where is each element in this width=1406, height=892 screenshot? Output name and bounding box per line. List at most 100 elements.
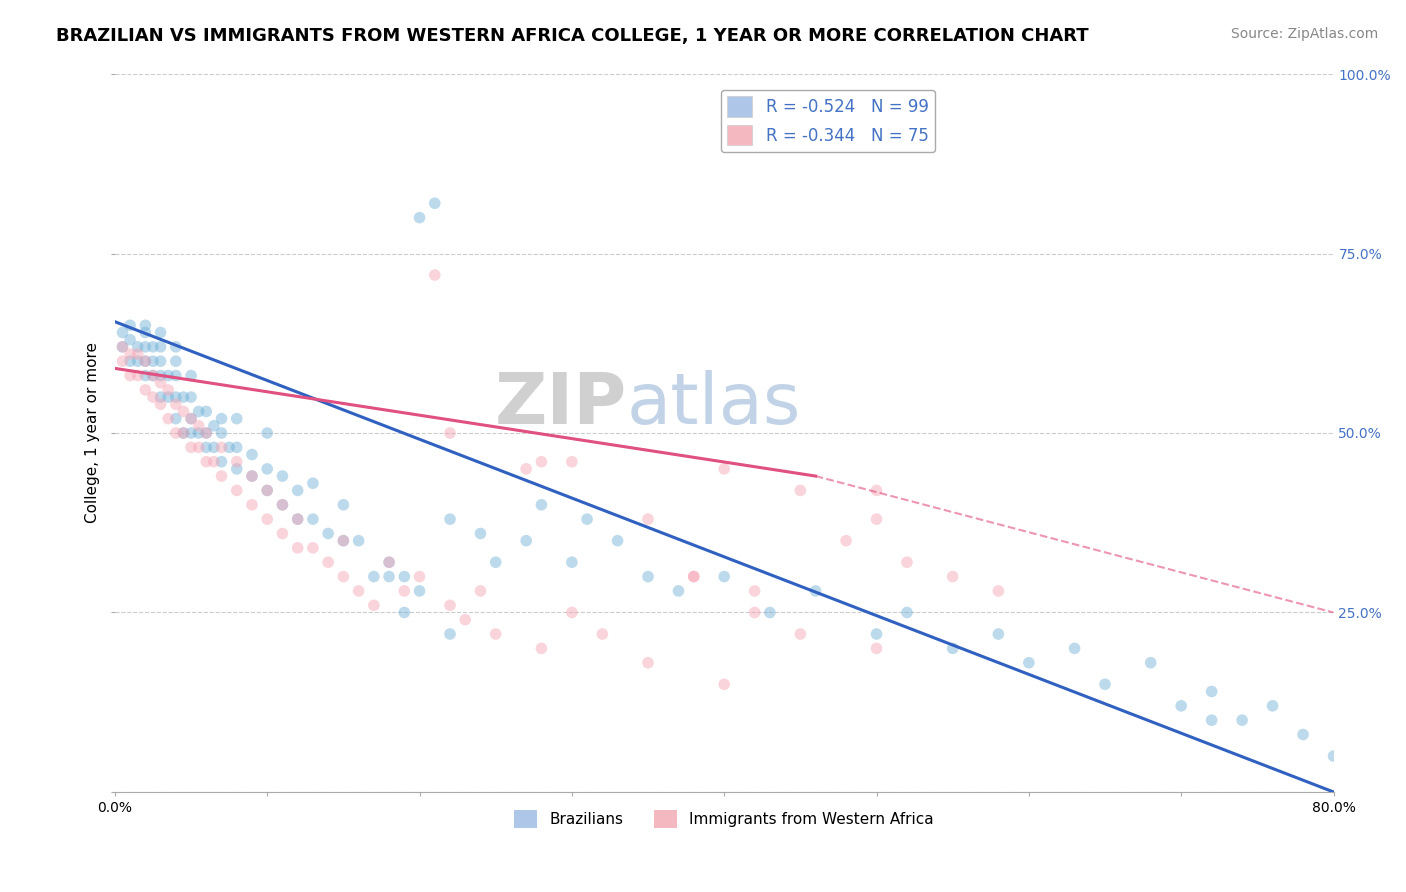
Point: [240, 448, 263, 462]
Point: [347, 533, 370, 548]
Point: [378, 555, 401, 569]
Point: [804, 583, 827, 598]
Point: [316, 526, 339, 541]
Point: [637, 656, 659, 670]
Point: [195, 425, 218, 440]
Point: [134, 354, 156, 368]
Point: [759, 606, 782, 620]
Text: BRAZILIAN VS IMMIGRANTS FROM WESTERN AFRICA COLLEGE, 1 YEAR OR MORE CORRELATION : BRAZILIAN VS IMMIGRANTS FROM WESTERN AFR…: [56, 27, 1088, 45]
Point: [172, 425, 194, 440]
Point: [287, 512, 309, 526]
Point: [942, 641, 965, 656]
Point: [165, 340, 187, 354]
Point: [394, 606, 416, 620]
Point: [1322, 749, 1344, 764]
Point: [987, 627, 1010, 641]
Point: [134, 326, 156, 340]
Point: [165, 425, 187, 440]
Text: atlas: atlas: [627, 370, 801, 439]
Point: [271, 526, 294, 541]
Point: [363, 569, 385, 583]
Point: [180, 441, 202, 455]
Point: [287, 512, 309, 526]
Point: [256, 483, 278, 498]
Point: [439, 512, 461, 526]
Point: [682, 569, 704, 583]
Point: [225, 483, 247, 498]
Text: Source: ZipAtlas.com: Source: ZipAtlas.com: [1230, 27, 1378, 41]
Point: [180, 425, 202, 440]
Point: [134, 368, 156, 383]
Point: [332, 498, 354, 512]
Point: [195, 441, 218, 455]
Point: [561, 555, 583, 569]
Point: [165, 390, 187, 404]
Point: [561, 606, 583, 620]
Point: [530, 641, 553, 656]
Point: [515, 462, 537, 476]
Point: [637, 569, 659, 583]
Point: [256, 425, 278, 440]
Point: [172, 404, 194, 418]
Point: [576, 512, 599, 526]
Point: [1139, 656, 1161, 670]
Point: [470, 583, 492, 598]
Point: [111, 326, 134, 340]
Point: [225, 411, 247, 425]
Point: [195, 404, 218, 418]
Point: [149, 390, 172, 404]
Point: [865, 483, 887, 498]
Point: [202, 441, 225, 455]
Point: [149, 376, 172, 390]
Point: [835, 533, 858, 548]
Point: [225, 462, 247, 476]
Point: [120, 333, 142, 347]
Point: [256, 512, 278, 526]
Point: [394, 583, 416, 598]
Point: [987, 583, 1010, 598]
Point: [240, 469, 263, 483]
Point: [515, 533, 537, 548]
Point: [211, 411, 233, 425]
Legend: Brazilians, Immigrants from Western Africa: Brazilians, Immigrants from Western Afri…: [509, 804, 941, 835]
Point: [1094, 677, 1116, 691]
Point: [1063, 641, 1085, 656]
Point: [149, 397, 172, 411]
Point: [332, 569, 354, 583]
Point: [134, 318, 156, 333]
Point: [1230, 713, 1253, 727]
Point: [187, 418, 209, 433]
Point: [302, 541, 325, 555]
Point: [744, 583, 766, 598]
Point: [211, 455, 233, 469]
Point: [865, 512, 887, 526]
Point: [865, 627, 887, 641]
Point: [1201, 713, 1223, 727]
Text: ZIP: ZIP: [495, 370, 627, 439]
Point: [408, 211, 430, 225]
Point: [271, 469, 294, 483]
Point: [180, 368, 202, 383]
Point: [111, 340, 134, 354]
Point: [302, 512, 325, 526]
Point: [157, 411, 180, 425]
Point: [789, 627, 811, 641]
Point: [134, 383, 156, 397]
Point: [896, 606, 918, 620]
Point: [1261, 698, 1284, 713]
Point: [408, 569, 430, 583]
Point: [127, 340, 149, 354]
Point: [332, 533, 354, 548]
Point: [470, 526, 492, 541]
Point: [561, 455, 583, 469]
Point: [439, 425, 461, 440]
Point: [120, 368, 142, 383]
Point: [165, 411, 187, 425]
Point: [256, 483, 278, 498]
Point: [142, 354, 165, 368]
Point: [187, 425, 209, 440]
Point: [682, 569, 704, 583]
Point: [127, 354, 149, 368]
Point: [202, 455, 225, 469]
Point: [485, 627, 508, 641]
